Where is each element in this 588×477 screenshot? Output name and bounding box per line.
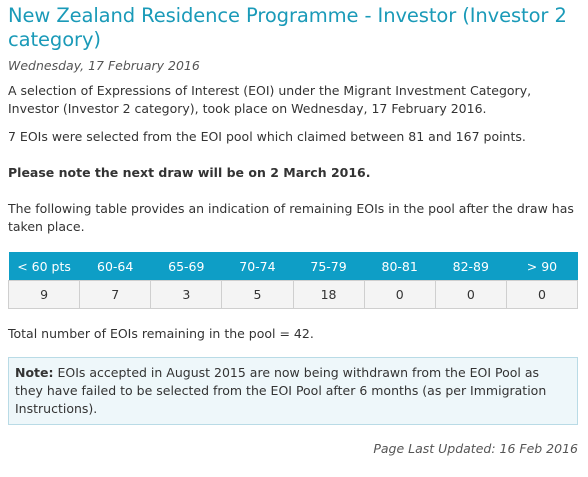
table-cell: 5 <box>221 280 294 309</box>
table-cell: 0 <box>505 280 579 309</box>
intro-paragraph: A selection of Expressions of Interest (… <box>8 83 532 116</box>
table-header: 75-79 <box>293 252 365 281</box>
note-text: EOIs accepted in August 2015 are now bei… <box>15 365 547 416</box>
table-header: 80-81 <box>364 252 436 281</box>
page: New Zealand Residence Programme - Invest… <box>7 4 579 456</box>
table-header: 60-64 <box>79 252 151 281</box>
table-intro: The following table provides an indicati… <box>8 201 574 234</box>
table-row: 9 7 3 5 18 0 0 0 <box>7 280 579 309</box>
page-last-updated: Page Last Updated: 16 Feb 2016 <box>373 441 578 456</box>
table-cell: 9 <box>7 280 81 309</box>
table-header-row: < 60 pts 60-64 65-69 70-74 75-79 80-81 8… <box>8 252 578 281</box>
eoi-points-table: < 60 pts 60-64 65-69 70-74 75-79 80-81 8… <box>7 252 579 309</box>
next-draw-notice: Please note the next draw will be on 2 M… <box>8 165 371 180</box>
note-label: Note: <box>15 365 54 380</box>
table-header: < 60 pts <box>8 252 80 281</box>
table-header: 70-74 <box>221 252 293 281</box>
page-title: New Zealand Residence Programme - Invest… <box>8 4 567 51</box>
table-cell: 3 <box>150 280 223 309</box>
total-remaining: Total number of EOIs remaining in the po… <box>8 326 314 341</box>
selection-paragraph: 7 EOIs were selected from the EOI pool w… <box>8 129 526 144</box>
note-box: Note: EOIs accepted in August 2015 are n… <box>8 357 578 425</box>
table-cell: 0 <box>434 280 507 309</box>
table-header: > 90 <box>506 252 578 281</box>
table-cell: 0 <box>363 280 436 309</box>
table-cell: 7 <box>79 280 152 309</box>
table-cell: 18 <box>292 280 365 309</box>
table-header: 82-89 <box>435 252 507 281</box>
table-header: 65-69 <box>150 252 222 281</box>
draw-date: Wednesday, 17 February 2016 <box>8 58 200 73</box>
